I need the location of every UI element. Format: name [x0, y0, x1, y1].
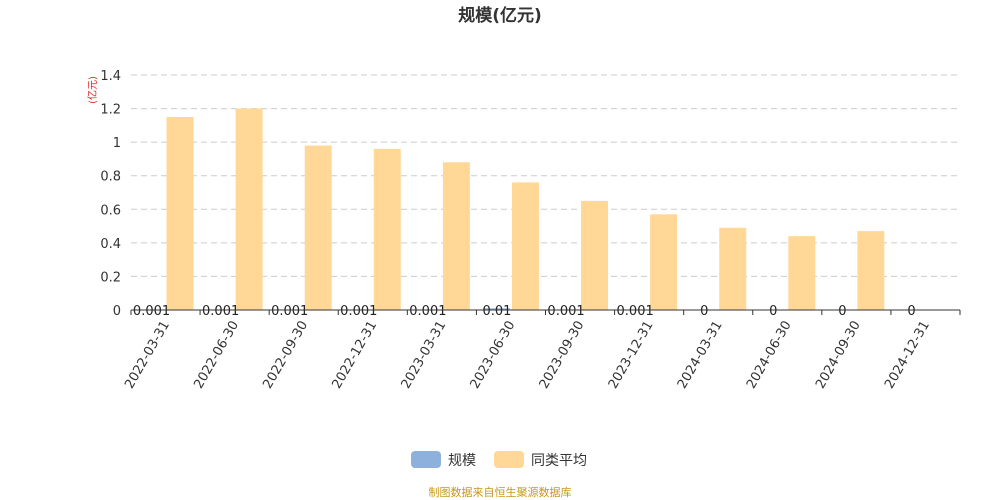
data-label: 0.001	[133, 304, 170, 319]
bar-peer-average	[304, 145, 332, 310]
legend-label: 同类平均	[531, 453, 587, 469]
bar-peer-average	[857, 231, 885, 310]
data-label: 0.001	[617, 304, 654, 319]
y-tick-label: 0.4	[100, 237, 121, 252]
y-tick-label: 0	[113, 304, 121, 319]
y-axis-ticks: 0 0.2 0.4 0.6 0.8 1 1.2 1.4	[100, 69, 121, 319]
x-tick-label: 2024-03-31	[675, 319, 726, 392]
y-axis-unit-label: (亿元)	[86, 76, 99, 104]
data-label: 0.001	[409, 304, 446, 319]
y-tick-label: 1.2	[100, 103, 121, 118]
x-tick-label: 2024-09-30	[813, 319, 864, 392]
data-label: 0	[907, 304, 915, 319]
bar-peer-average	[788, 236, 816, 310]
bar-peer-average	[650, 214, 678, 310]
bar-peer-average	[373, 148, 401, 310]
x-tick-label: 2022-09-30	[260, 319, 311, 392]
legend-swatch	[494, 451, 524, 468]
data-label: 0.001	[547, 304, 584, 319]
gridlines	[131, 74, 960, 277]
x-axis: 2022-03-31 2022-06-30 2022-09-30 2022-12-31…	[122, 309, 961, 392]
x-tick-label: 2024-06-30	[744, 319, 795, 392]
bar-peer-average	[511, 182, 539, 310]
chart-title: 规模(亿元)	[458, 5, 542, 26]
bar-peer-average	[442, 162, 470, 310]
data-labels: 0.001 0.001 0.001 0.001 0.001 0.01 0.001 0.001 0…	[133, 304, 916, 319]
x-tick-label: 2022-12-31	[329, 319, 380, 392]
y-tick-label: 1.4	[100, 69, 121, 84]
y-tick-label: 0.8	[100, 170, 121, 185]
data-label: 0.001	[340, 304, 377, 319]
y-tick-label: 1	[113, 136, 121, 151]
x-tick-label: 2022-03-31	[122, 319, 173, 392]
data-label: 0.001	[271, 304, 308, 319]
bar-peer-average	[581, 200, 609, 310]
data-source-note: 制图数据来自恒生聚源数据库	[429, 485, 572, 499]
x-tick-label: 2023-03-31	[399, 319, 450, 392]
x-tick-label: 2023-09-30	[537, 319, 588, 392]
x-tick-label: 2022-06-30	[191, 319, 242, 392]
x-tick-label: 2023-06-30	[468, 319, 519, 392]
legend: 规模 同类平均	[411, 451, 587, 469]
data-label: 0.001	[202, 304, 239, 319]
x-tick-label: 2024-12-31	[882, 319, 933, 392]
bar-peer-average	[166, 116, 194, 310]
x-tick-label: 2023-12-31	[606, 319, 657, 392]
legend-swatch	[411, 451, 441, 468]
data-label: 0	[769, 304, 777, 319]
y-tick-label: 0.2	[100, 270, 121, 285]
bar-peer-average	[235, 108, 263, 310]
data-label: 0	[838, 304, 846, 319]
bars	[137, 108, 885, 310]
y-tick-label: 0.6	[100, 203, 121, 218]
data-label: 0	[700, 304, 708, 319]
bar-peer-average	[719, 227, 747, 310]
legend-label: 规模	[448, 453, 476, 469]
bar-scale	[482, 308, 510, 310]
data-label: 0.01	[482, 304, 511, 319]
